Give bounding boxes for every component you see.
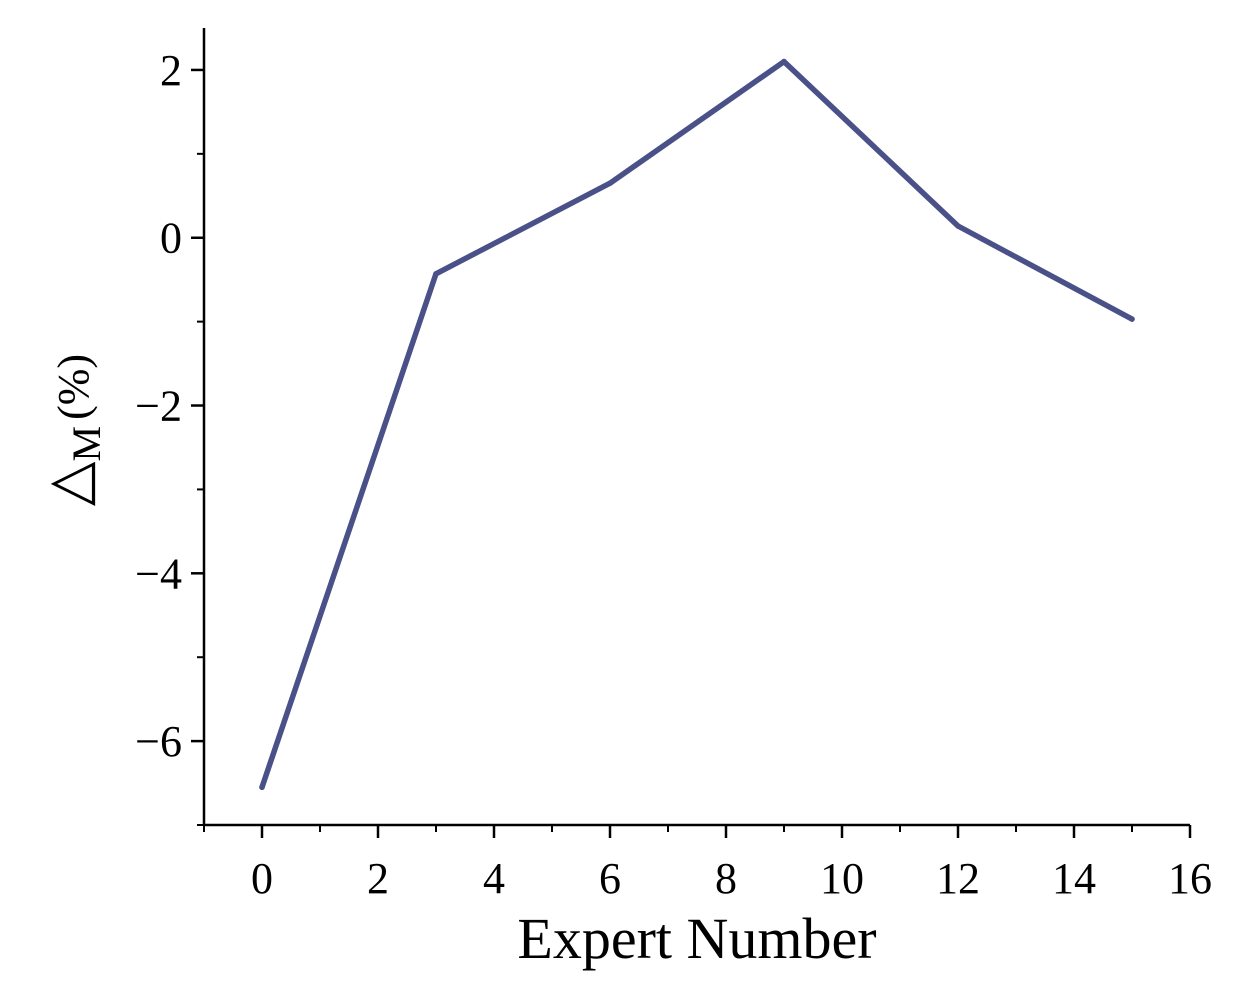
x-tick-label: 16 — [1168, 854, 1212, 903]
x-tick-label: 0 — [251, 854, 273, 903]
y-axis-title: △M (%) — [36, 354, 109, 506]
data-point — [607, 180, 613, 186]
y-tick-label: 2 — [160, 46, 182, 95]
y-axis-title-symbol: △ — [36, 461, 101, 506]
data-point — [955, 223, 961, 229]
x-tick-label: 14 — [1052, 854, 1096, 903]
x-axis-title: Expert Number — [517, 906, 876, 971]
series-layer — [259, 58, 1135, 790]
x-tick-label: 10 — [820, 854, 864, 903]
axes — [202, 28, 1190, 827]
data-point — [1129, 316, 1135, 322]
y-tick-label: −2 — [135, 382, 182, 431]
x-tick-label: 2 — [367, 854, 389, 903]
series-line — [259, 58, 1135, 790]
x-tick-label: 8 — [715, 854, 737, 903]
data-point — [433, 271, 439, 277]
x-ticks: 0 2 4 6 8 10 12 14 16 — [203, 825, 1212, 903]
x-tick-label: 4 — [483, 854, 505, 903]
data-point — [781, 58, 787, 65]
y-tick-label: 0 — [160, 214, 182, 263]
x-tick-label: 6 — [599, 854, 621, 903]
x-tick-label: 12 — [936, 854, 980, 903]
y-axis-title-unit: (%) — [49, 354, 98, 420]
y-tick-label: −4 — [135, 549, 182, 598]
y-axis-title-subscript: M — [64, 426, 109, 462]
y-ticks: −6 −4 −2 0 2 — [135, 46, 204, 826]
y-tick-label: −6 — [135, 717, 182, 766]
data-point — [259, 784, 265, 790]
